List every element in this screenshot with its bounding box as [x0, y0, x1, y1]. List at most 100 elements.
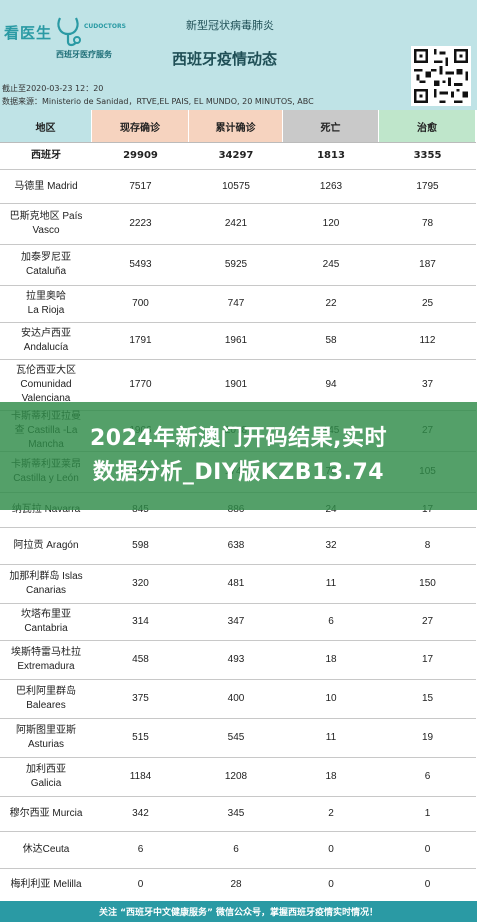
- total-cell: 1901: [224, 379, 248, 390]
- deaths-cell: 1263: [319, 180, 343, 192]
- page-subtitle: 西班牙疫情动态: [172, 50, 278, 68]
- current-cell: 320: [132, 578, 149, 589]
- qr-code-icon: [411, 46, 471, 106]
- deaths-cell: 1813: [317, 150, 345, 161]
- deaths-cell: 2: [328, 808, 334, 819]
- recovered-cell: 25: [421, 298, 434, 309]
- table-row: 坎塔布里亚 Cantabria 314 347 6 27: [0, 604, 476, 641]
- deaths-cell: 94: [325, 379, 337, 390]
- current-cell: 7517: [129, 180, 152, 192]
- recovered-cell: 17: [421, 654, 434, 665]
- region-cell: 穆尔西亚 Murcia: [9, 808, 83, 819]
- total-cell: 28: [230, 879, 242, 890]
- recovered-cell: 8: [424, 540, 431, 551]
- recovered-cell: 0: [424, 844, 431, 855]
- region-cell: 巴利阿里群岛 Baleares: [16, 686, 76, 711]
- header-deaths: 死亡: [283, 110, 380, 142]
- table-row: 巴利阿里群岛 Baleares 375 400 10 15: [0, 680, 476, 719]
- total-cell: 1208: [224, 771, 248, 782]
- region-cell: 瓦伦西亚大区 Comunidad Valenciana: [16, 365, 76, 404]
- table-row: 安达卢西亚 Andalucía 1791 1961 58 112: [0, 323, 476, 360]
- table-row: 穆尔西亚 Murcia 342 345 2 1: [0, 797, 476, 832]
- recovered-cell: 0: [424, 879, 431, 890]
- region-cell: 加利西亚 Galicia: [26, 764, 66, 789]
- recovered-cell: 37: [421, 379, 434, 390]
- logo-subtitle: 西班牙医疗服务: [56, 50, 112, 59]
- total-cell: 400: [227, 693, 245, 704]
- table-row: 加泰罗尼亚 Cataluña 5493 5925 245 187: [0, 245, 476, 286]
- table-row: 阿拉贡 Aragón 598 638 32 8: [0, 528, 476, 565]
- deaths-cell: 245: [322, 259, 340, 270]
- region-cell: 梅利利亚 Melilla: [10, 879, 82, 890]
- current-cell: 342: [132, 808, 149, 819]
- region-cell: 阿斯图里亚斯 Asturias: [16, 725, 76, 750]
- total-cell: 481: [227, 578, 245, 589]
- current-cell: 1184: [129, 771, 152, 782]
- total-cell: 10575: [222, 180, 250, 192]
- banner-line-1: 2024年新澳门开码结果,实时: [89, 426, 388, 451]
- deaths-cell: 58: [325, 335, 337, 346]
- table-row: 阿斯图里亚斯 Asturias 515 545 11 19: [0, 719, 476, 758]
- logo: 看医生 CUDOCTORS: [4, 12, 126, 52]
- current-cell: 700: [132, 298, 149, 309]
- logo-english: CUDOCTORS: [84, 22, 126, 30]
- recovered-cell: 15: [421, 693, 434, 704]
- footer-notice: 关注 “西班牙中文健康服务” 微信公众号，掌握西班牙疫情实时情况！: [0, 901, 477, 922]
- region-cell: 西班牙: [31, 150, 61, 161]
- region-cell: 坎塔布里亚 Cantabria: [21, 609, 71, 634]
- total-cell: 2421: [224, 218, 248, 229]
- deaths-cell: 0: [328, 844, 334, 855]
- table-row: 加那利群岛 Islas Canarias 320 481 11 150: [0, 565, 476, 604]
- table-row: 马德里 Madrid 7517 10575 1263 1795: [0, 170, 476, 204]
- table-body: 西班牙 29909 34297 1813 3355 马德里 Madrid 7517 10575…: [0, 143, 476, 902]
- table-row: 巴斯克地区 País Vasco 2223 2421 120 78: [0, 204, 476, 245]
- table-row: 拉里奥哈 La Rioja 700 747 22 25: [0, 286, 476, 323]
- overlay-banner: 2024年新澳门开码结果,实时 数据分析_DIY版KZB13.74: [0, 402, 477, 510]
- deaths-cell: 32: [325, 540, 337, 551]
- region-cell: 阿拉贡 Aragón: [13, 540, 79, 551]
- deaths-cell: 0: [328, 879, 334, 890]
- deaths-cell: 11: [325, 732, 337, 743]
- data-source: 数据来源：Ministerio de Sanidad，RTVE,EL PAIS,…: [2, 97, 314, 106]
- region-cell: 巴斯克地区 País Vasco: [9, 211, 83, 236]
- deaths-cell: 11: [325, 578, 337, 589]
- total-cell: 34297: [218, 150, 254, 161]
- page-title: 新型冠状病毒肺炎: [186, 19, 274, 32]
- deaths-cell: 18: [325, 771, 337, 782]
- page-header: 看医生 CUDOCTORS 西班牙医疗服务 新型冠状病毒肺炎 西班牙疫情动态 截…: [0, 0, 477, 110]
- current-cell: 0: [137, 879, 144, 890]
- deaths-cell: 6: [328, 616, 334, 627]
- table-header-row: 地区 现存确诊 累计确诊 死亡 治愈: [0, 110, 476, 143]
- total-cell: 545: [227, 732, 245, 743]
- table-row: 埃斯特雷马杜拉 Extremadura 458 493 18 17: [0, 641, 476, 680]
- total-cell: 6: [233, 844, 239, 855]
- deaths-cell: 18: [325, 654, 337, 665]
- recovered-cell: 3355: [413, 150, 442, 161]
- total-cell: 5925: [224, 259, 248, 270]
- total-cell: 638: [227, 540, 245, 551]
- region-cell: 安达卢西亚 Andalucía: [21, 328, 71, 353]
- recovered-cell: 150: [419, 578, 436, 589]
- region-cell: 休达Ceuta: [22, 844, 70, 855]
- region-cell: 加泰罗尼亚 Cataluña: [21, 252, 71, 277]
- current-cell: 5493: [129, 259, 152, 270]
- header-region: 地区: [0, 110, 93, 142]
- region-cell: 拉里奥哈 La Rioja: [26, 291, 66, 316]
- total-cell: 347: [227, 616, 245, 627]
- header-total: 累计确诊: [189, 110, 284, 142]
- recovered-cell: 1: [424, 808, 431, 819]
- current-cell: 375: [132, 693, 149, 704]
- banner-line-2: 数据分析_DIY版KZB13.74: [92, 460, 385, 485]
- recovered-cell: 19: [421, 732, 434, 743]
- total-cell: 747: [227, 298, 245, 309]
- deaths-cell: 10: [325, 693, 337, 704]
- header-current: 现存确诊: [92, 110, 190, 142]
- table-total-row: 西班牙 29909 34297 1813 3355: [0, 143, 476, 170]
- current-cell: 515: [132, 732, 149, 743]
- header-recovered: 治愈: [379, 110, 476, 142]
- current-cell: 598: [132, 540, 149, 551]
- current-cell: 1791: [129, 335, 152, 346]
- deaths-cell: 22: [325, 298, 337, 309]
- current-cell: 2223: [129, 218, 152, 229]
- region-cell: 加那利群岛 Islas Canarias: [9, 571, 83, 596]
